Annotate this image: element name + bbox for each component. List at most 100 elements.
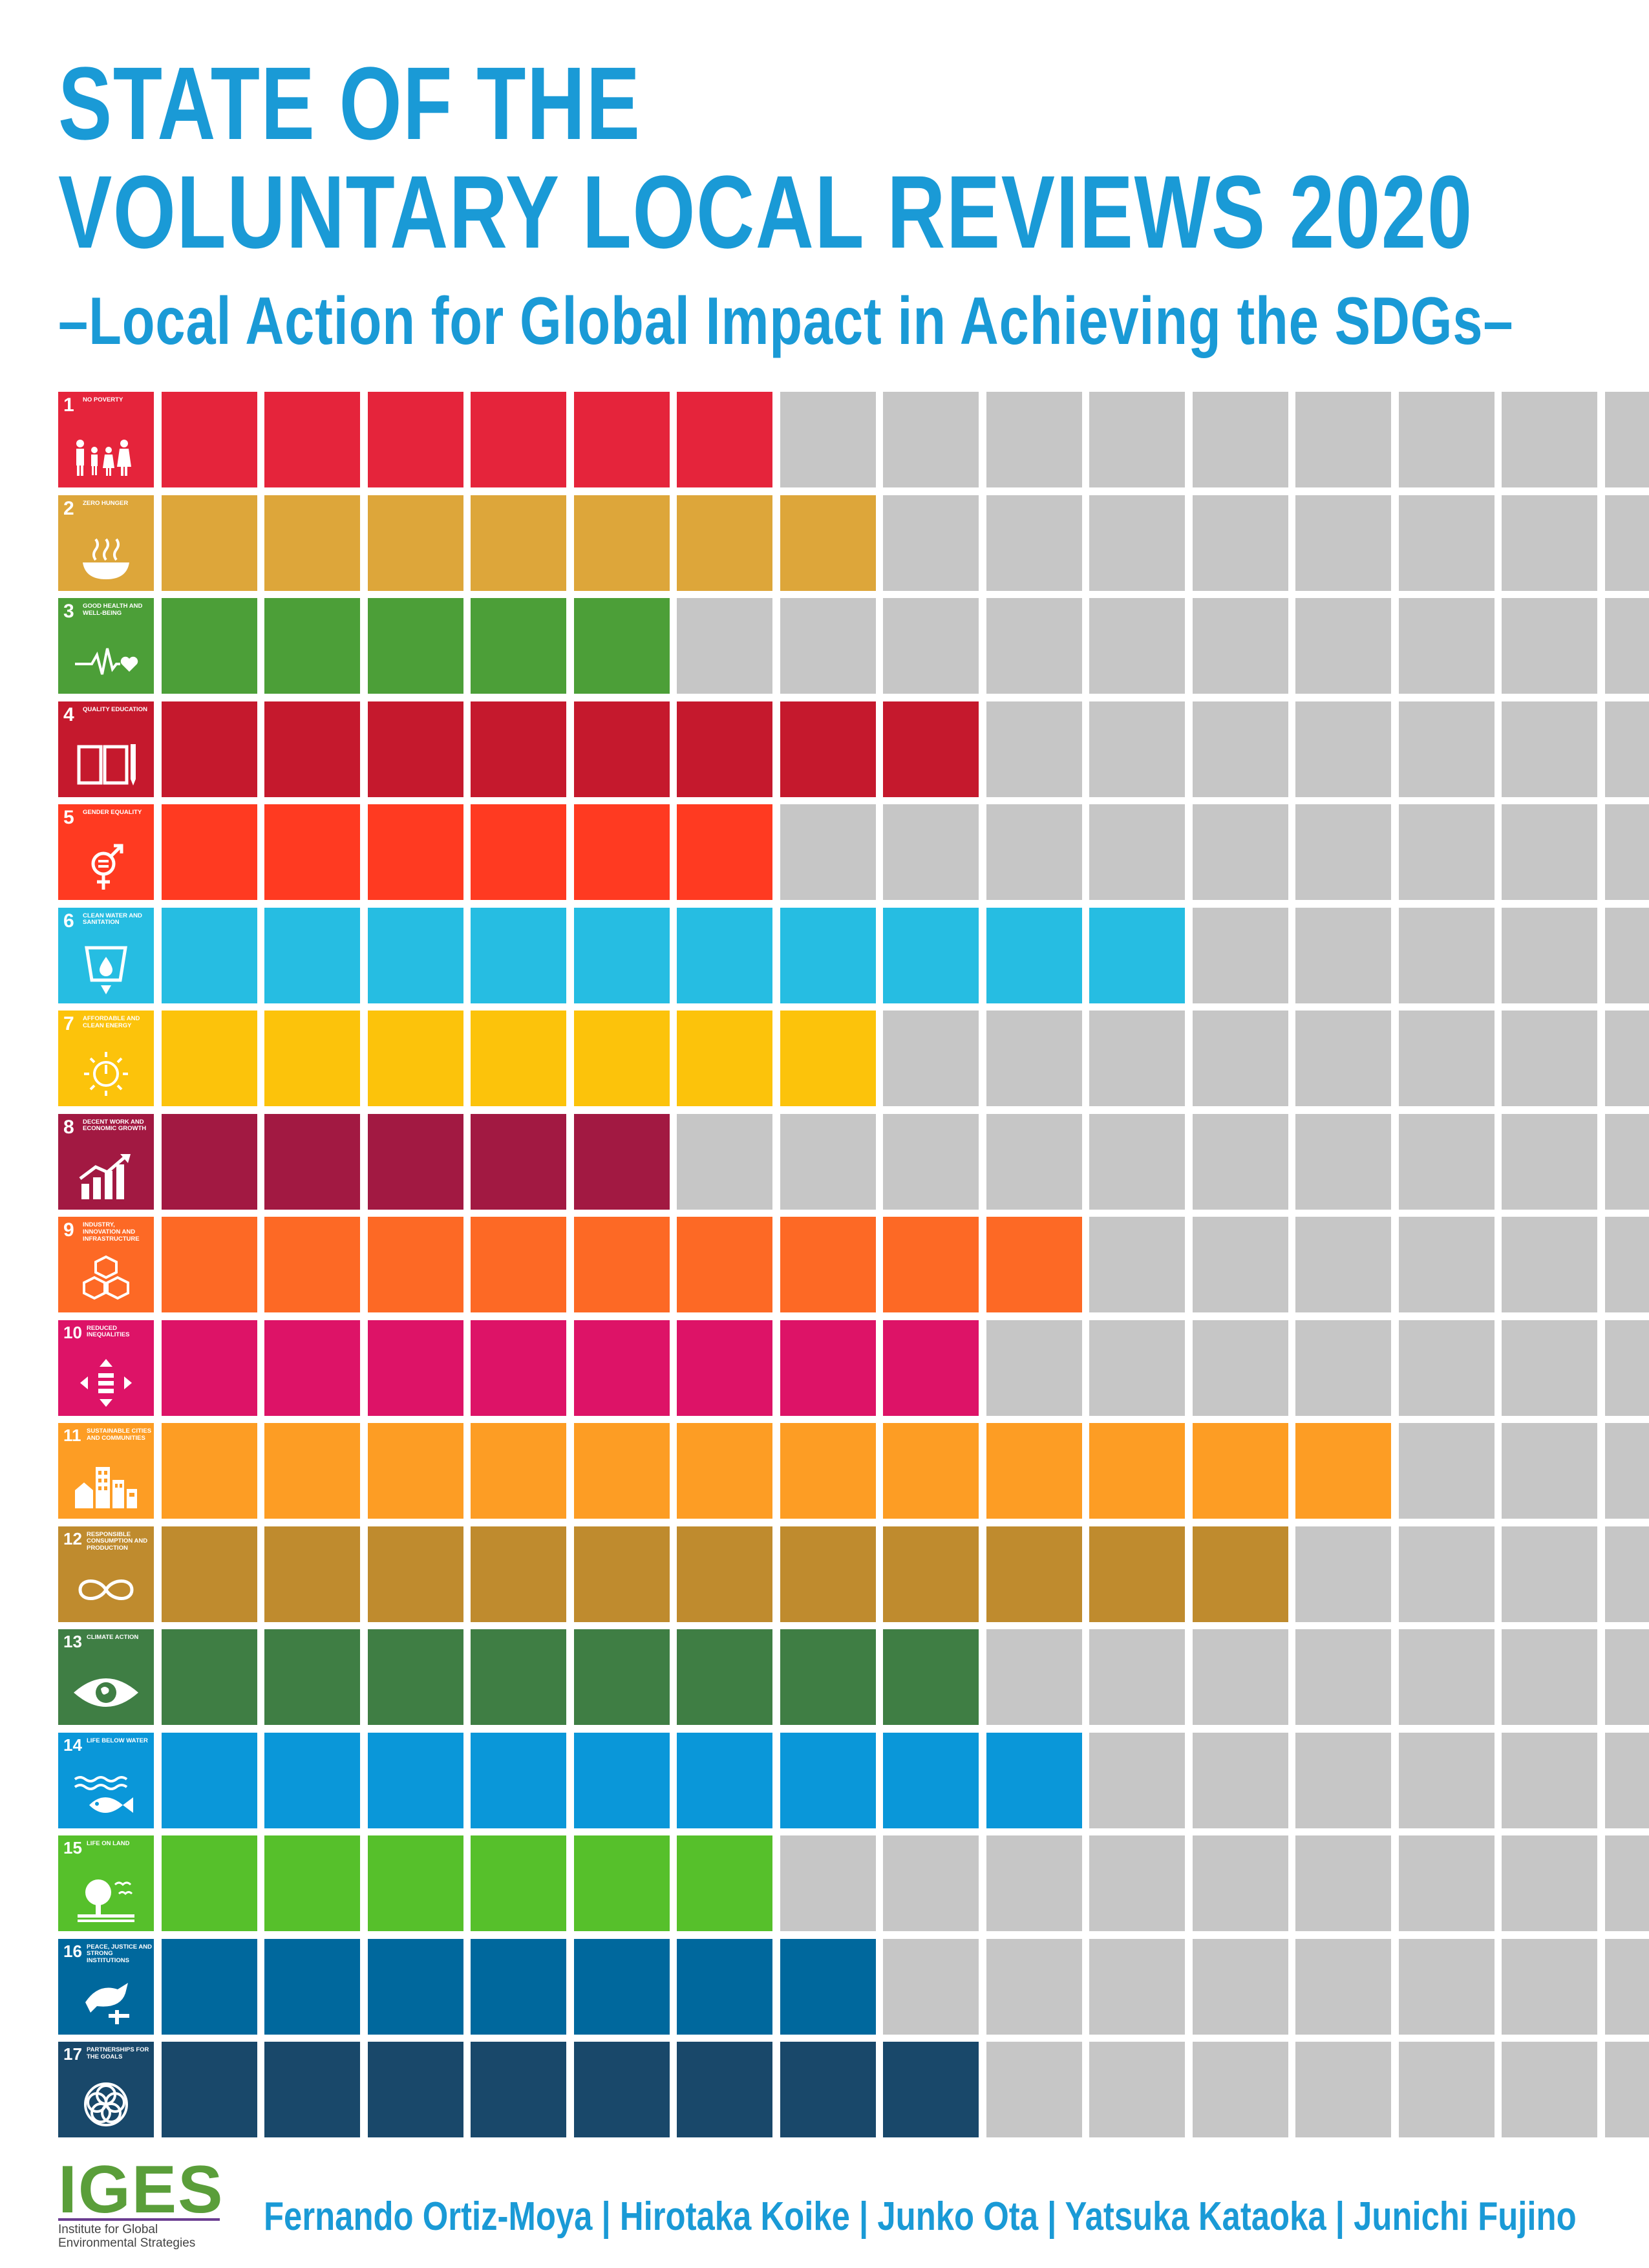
filled-cell [162, 1114, 257, 1210]
empty-cell [1502, 1217, 1597, 1312]
empty-cell [1605, 1114, 1649, 1210]
empty-cell [1605, 1835, 1649, 1931]
filled-cell [677, 1011, 772, 1106]
filled-cell [883, 1423, 979, 1519]
sdg-label: INDUSTRY, INNOVATION AND INFRASTRUCTURE [83, 1222, 150, 1243]
filled-cell [883, 908, 979, 1003]
filled-cell [677, 701, 772, 797]
filled-cell [471, 1526, 566, 1622]
sdg-row-4: 4 QUALITY EDUCATION [58, 701, 1590, 797]
empty-cell [986, 1011, 1082, 1106]
empty-cell [883, 804, 979, 900]
filled-cell [264, 1835, 360, 1931]
filled-cell [368, 392, 463, 487]
empty-cell [780, 1835, 876, 1931]
empty-cell [986, 495, 1082, 591]
empty-cell [1089, 1629, 1185, 1725]
filled-cell [883, 1217, 979, 1312]
filled-cell [471, 908, 566, 1003]
empty-cell [1295, 1526, 1391, 1622]
sdg-label: ZERO HUNGER [83, 500, 150, 508]
growth-chart-icon [72, 1151, 140, 1202]
sdg-label: LIFE ON LAND [87, 1841, 154, 1848]
filled-cell [368, 804, 463, 900]
family-icon [72, 429, 140, 480]
sdg-number: 11 [63, 1427, 81, 1444]
empty-cell [986, 2042, 1082, 2137]
empty-cell [883, 1114, 979, 1210]
empty-cell [1295, 495, 1391, 591]
empty-cell [780, 1114, 876, 1210]
filled-cell [162, 804, 257, 900]
empty-cell [986, 1629, 1082, 1725]
sdg-label: DECENT WORK AND ECONOMIC GROWTH [83, 1119, 150, 1133]
sdg-16-tile: 16 PEACE, JUSTICE AND STRONG INSTITUTIONS [58, 1939, 154, 2035]
sdg-number: 12 [63, 1530, 82, 1547]
filled-cell [677, 804, 772, 900]
sdg-number: 8 [63, 1118, 74, 1137]
empty-cell [1502, 1629, 1597, 1725]
sdg-15-tile: 15 LIFE ON LAND [58, 1835, 154, 1931]
filled-cell [574, 2042, 670, 2137]
empty-cell [1605, 1011, 1649, 1106]
empty-cell [1502, 1114, 1597, 1210]
earth-eye-icon [72, 1667, 140, 1717]
filled-cell [162, 908, 257, 1003]
sdg-number: 15 [63, 1839, 82, 1856]
filled-cell [162, 1939, 257, 2035]
sdg-number: 13 [63, 1633, 82, 1650]
empty-cell [1089, 598, 1185, 694]
filled-cell [780, 1733, 876, 1828]
filled-cell [264, 495, 360, 591]
filled-cell [677, 1423, 772, 1519]
filled-cell [986, 1733, 1082, 1828]
empty-cell [1502, 598, 1597, 694]
filled-cell [368, 908, 463, 1003]
empty-cell [1399, 598, 1495, 694]
sdg-row-9: 9 INDUSTRY, INNOVATION AND INFRASTRUCTURE [58, 1217, 1590, 1312]
sdg-number: 4 [63, 705, 74, 725]
empty-cell [1193, 1629, 1288, 1725]
filled-cell [471, 1423, 566, 1519]
empty-cell [1399, 804, 1495, 900]
sdg-grid: 1 NO POVERTY 2 ZERO HUNGER 3 GOOD HEALTH AND … [58, 392, 1590, 2143]
empty-cell [1193, 908, 1288, 1003]
filled-cell [574, 908, 670, 1003]
sdg-row-6: 6 CLEAN WATER AND SANITATION [58, 908, 1590, 1003]
filled-cell [471, 1114, 566, 1210]
sdg-number: 9 [63, 1221, 74, 1240]
heartbeat-icon [72, 636, 140, 686]
iges-subtitle-line-1: Institute for Global [58, 2223, 195, 2237]
filled-cell [368, 1011, 463, 1106]
filled-cell [471, 1629, 566, 1725]
filled-cell [471, 804, 566, 900]
empty-cell [1089, 1114, 1185, 1210]
empty-cell [1295, 598, 1391, 694]
filled-cell [574, 1114, 670, 1210]
sdg-8-tile: 8 DECENT WORK AND ECONOMIC GROWTH [58, 1114, 154, 1210]
empty-cell [883, 495, 979, 591]
empty-cell [1502, 1835, 1597, 1931]
filled-cell [264, 804, 360, 900]
empty-cell [1295, 1011, 1391, 1106]
empty-cell [1193, 1217, 1288, 1312]
empty-cell [1089, 1939, 1185, 2035]
filled-cell [574, 1423, 670, 1519]
empty-cell [1399, 2042, 1495, 2137]
empty-cell [780, 392, 876, 487]
filled-cell [162, 2042, 257, 2137]
empty-cell [1399, 495, 1495, 591]
filled-cell [883, 701, 979, 797]
empty-cell [1089, 804, 1185, 900]
empty-cell [1089, 392, 1185, 487]
filled-cell [368, 2042, 463, 2137]
filled-cell [986, 1423, 1082, 1519]
sdg-12-tile: 12 RESPONSIBLE CONSUMPTION AND PRODUCTION [58, 1526, 154, 1622]
tree-icon [72, 1873, 140, 1923]
filled-cell [368, 495, 463, 591]
empty-cell [1399, 1114, 1495, 1210]
filled-cell [264, 1939, 360, 2035]
sdg-row-8: 8 DECENT WORK AND ECONOMIC GROWTH [58, 1114, 1590, 1210]
filled-cell [264, 701, 360, 797]
empty-cell [1502, 495, 1597, 591]
